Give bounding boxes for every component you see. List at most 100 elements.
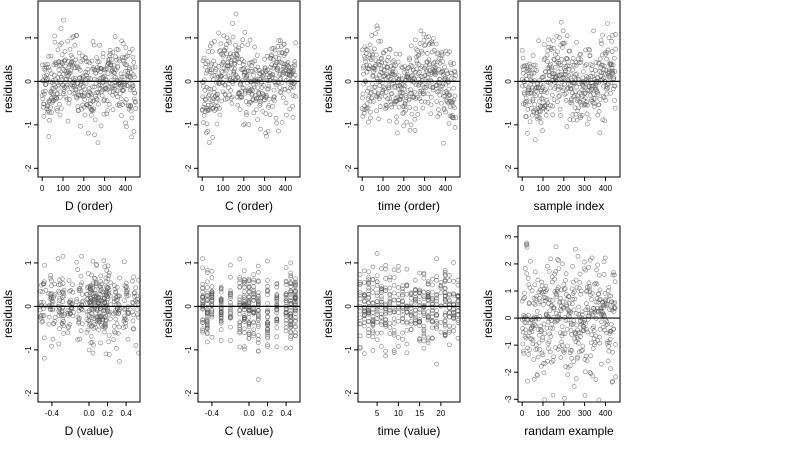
data-point <box>232 66 237 72</box>
data-point <box>525 378 530 384</box>
data-point <box>587 53 593 58</box>
data-point <box>565 56 570 62</box>
data-point <box>265 322 270 328</box>
data-point <box>550 325 556 331</box>
data-point <box>433 65 439 71</box>
data-point <box>542 103 548 109</box>
data-point <box>237 302 243 308</box>
data-point <box>204 290 210 296</box>
data-point <box>203 130 209 136</box>
data-point <box>38 288 44 294</box>
data-point <box>209 293 215 298</box>
data-point <box>251 327 256 333</box>
data-point <box>438 285 444 291</box>
data-point <box>221 53 226 59</box>
data-point <box>391 307 397 313</box>
data-point <box>247 37 253 43</box>
data-point <box>43 65 49 70</box>
data-point <box>56 59 62 64</box>
data-point <box>255 278 261 284</box>
data-point <box>283 291 289 297</box>
data-point <box>387 325 393 330</box>
data-point <box>612 69 618 74</box>
data-point <box>589 255 595 261</box>
data-point <box>436 66 441 72</box>
data-point <box>413 82 419 87</box>
data-point <box>255 314 261 320</box>
data-point <box>130 72 136 78</box>
data-point <box>417 338 422 344</box>
data-point <box>526 282 532 287</box>
data-point <box>237 301 243 306</box>
data-point <box>88 296 94 301</box>
data-point <box>113 67 119 73</box>
data-point <box>204 270 210 275</box>
data-point <box>59 52 65 58</box>
data-point <box>101 111 107 117</box>
data-point <box>434 278 439 283</box>
data-point <box>531 377 537 382</box>
data-point <box>246 306 252 312</box>
data-point <box>75 267 81 273</box>
data-point <box>274 306 280 312</box>
data-point <box>520 348 526 354</box>
data-point <box>538 120 544 125</box>
data-point <box>574 311 579 316</box>
data-point <box>255 308 261 313</box>
data-point <box>284 48 290 53</box>
data-point <box>579 348 584 354</box>
data-point <box>255 324 261 329</box>
data-point <box>408 319 414 324</box>
data-point <box>402 69 407 75</box>
data-point <box>229 94 235 100</box>
data-point <box>561 72 567 77</box>
data-point <box>563 271 569 277</box>
x-tick-label: 300 <box>578 184 592 193</box>
data-point <box>218 41 224 47</box>
data-point <box>574 39 579 45</box>
data-point <box>374 23 380 29</box>
data-point <box>582 63 588 69</box>
data-point <box>217 106 222 111</box>
data-point <box>65 311 71 316</box>
data-point <box>242 314 247 320</box>
data-point <box>558 84 564 90</box>
data-point <box>46 65 51 70</box>
data-point <box>78 273 84 279</box>
data-point <box>209 334 215 340</box>
data-point <box>556 285 561 290</box>
data-point <box>48 273 54 278</box>
data-point <box>560 88 566 94</box>
data-point <box>241 62 246 67</box>
data-point <box>396 268 401 274</box>
data-point <box>377 104 383 110</box>
data-point <box>531 62 536 68</box>
data-point <box>43 82 49 88</box>
data-point <box>55 75 61 81</box>
data-point <box>608 366 613 371</box>
data-point <box>421 313 427 319</box>
data-point <box>564 55 570 61</box>
data-point <box>451 76 457 81</box>
data-point <box>578 57 584 63</box>
data-point <box>563 364 569 369</box>
data-point <box>277 71 282 77</box>
data-point <box>362 351 367 356</box>
data-point <box>68 306 74 312</box>
y-tick-label: -2 <box>504 164 513 172</box>
data-point <box>398 96 404 102</box>
data-point <box>544 263 550 269</box>
data-point <box>597 130 603 136</box>
data-point <box>547 297 553 303</box>
data-point <box>522 102 528 107</box>
data-point <box>245 65 250 71</box>
data-point <box>378 38 384 44</box>
data-point <box>237 311 243 317</box>
data-point <box>400 308 405 313</box>
data-point <box>413 317 418 322</box>
data-point <box>223 45 229 51</box>
data-point <box>408 295 414 301</box>
